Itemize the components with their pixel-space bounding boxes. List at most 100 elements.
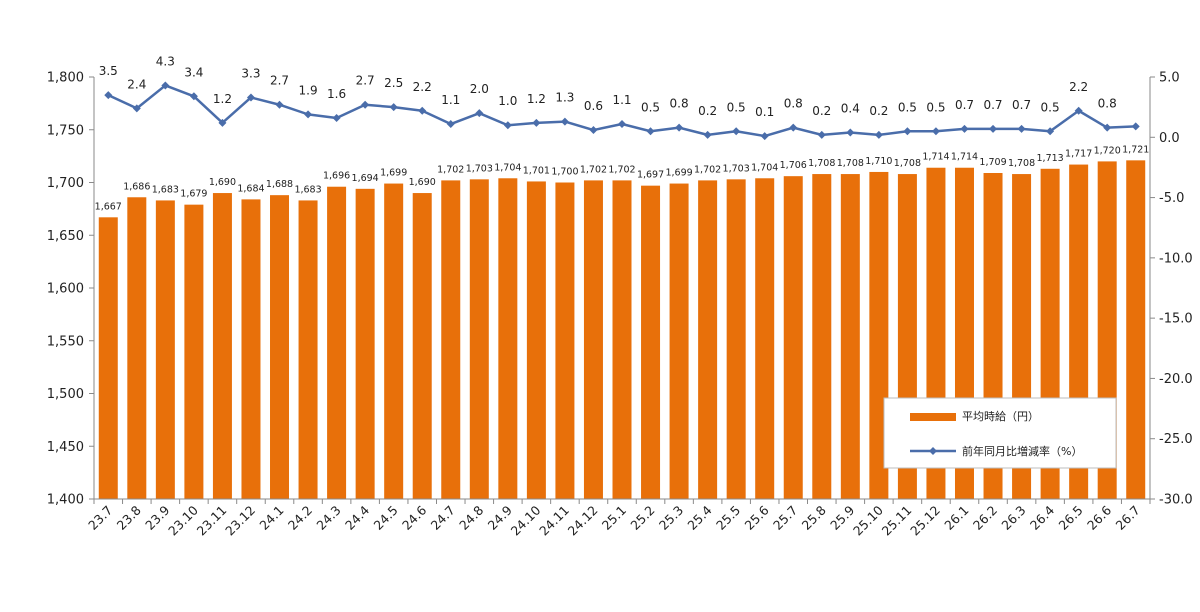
bar <box>241 199 261 499</box>
line-value-label: 1.0 <box>498 94 517 108</box>
bar-value-label: 1,706 <box>780 160 807 171</box>
bar <box>755 178 775 499</box>
x-tick-label: 24.11 <box>536 503 572 539</box>
line-value-label: 1.2 <box>527 92 546 106</box>
line-value-label: 1.9 <box>299 83 318 97</box>
line-point <box>732 127 741 136</box>
line-value-label: 1.1 <box>612 93 631 107</box>
x-tick-label: 24.2 <box>285 503 315 533</box>
x-tick-label: 25.11 <box>879 503 915 539</box>
x-tick-label: 26.1 <box>941 503 971 533</box>
bar <box>469 179 489 499</box>
bar <box>327 186 347 499</box>
bar <box>212 193 232 500</box>
bar <box>612 180 632 499</box>
line-point <box>218 118 227 127</box>
bar-value-label: 1,710 <box>865 156 892 167</box>
legend: 平均時給（円） 前年同月比増減率（%） <box>883 397 1117 469</box>
line-point <box>1046 127 1055 136</box>
bar-value-label: 1,704 <box>751 162 778 173</box>
x-tick-label: 26.4 <box>1027 502 1057 532</box>
x-tick-label: 25.2 <box>627 503 657 533</box>
line-value-label: 3.3 <box>241 66 260 80</box>
bar <box>726 179 746 499</box>
line-value-label: 1.3 <box>555 91 574 105</box>
bar <box>783 176 803 500</box>
line-value-label: 0.8 <box>670 97 689 111</box>
line-point <box>275 100 284 109</box>
line-point <box>817 130 826 139</box>
bar <box>355 188 375 499</box>
bar-value-label: 1,708 <box>894 158 921 169</box>
line-value-label: 4.3 <box>156 54 175 68</box>
bar <box>583 180 603 499</box>
bar-value-label: 1,708 <box>808 158 835 169</box>
bar <box>555 182 575 499</box>
x-tick-label: 25.8 <box>799 502 829 532</box>
bar-value-label: 1,702 <box>580 164 607 175</box>
line-point <box>618 120 626 129</box>
bar-value-label: 1,703 <box>466 163 493 174</box>
x-tick-label: 25.5 <box>713 503 743 533</box>
bar-value-label: 1,699 <box>665 168 692 179</box>
bar-value-label: 1,688 <box>266 179 293 190</box>
line-point <box>132 104 141 113</box>
bar-value-label: 1,702 <box>694 164 721 175</box>
x-tick-label: 26.2 <box>970 503 1000 533</box>
line-value-label: 1.1 <box>441 93 460 107</box>
y-left-tick-label: 1,750 <box>47 123 84 138</box>
line-value-label: 2.4 <box>127 77 146 91</box>
line-value-label: 0.8 <box>784 97 803 111</box>
line-group <box>104 81 1140 141</box>
x-tick-label: 26.6 <box>1084 502 1114 532</box>
bar-value-label: 1,679 <box>180 189 207 200</box>
x-tick-label: 26.7 <box>1113 503 1143 533</box>
line-point <box>703 130 712 139</box>
line-point <box>104 91 113 100</box>
bar-value-label: 1,703 <box>723 163 750 174</box>
bar-value-label: 1,697 <box>637 170 664 181</box>
y-right-tick-label: -25.0 <box>1159 432 1193 447</box>
line-point <box>589 126 598 135</box>
line-point <box>503 121 512 130</box>
y-right-tick-label: -15.0 <box>1159 312 1193 327</box>
bar <box>526 181 546 499</box>
bar-value-label: 1,714 <box>951 152 978 163</box>
line-point <box>1017 124 1026 133</box>
line-point <box>475 109 484 118</box>
bar <box>498 178 518 499</box>
bar-value-label: 1,709 <box>979 157 1006 168</box>
y-right-tick-label: 0.0 <box>1159 131 1180 146</box>
legend-line-label: 前年同月比増減率（%） <box>962 444 1082 458</box>
bar-value-label: 1,717 <box>1065 149 1092 160</box>
x-tick-label: 25.3 <box>656 503 686 533</box>
bar-value-label: 1,684 <box>237 183 264 194</box>
line-point <box>675 123 684 132</box>
line-point <box>560 117 569 126</box>
line-point <box>418 106 427 115</box>
bar <box>812 174 832 499</box>
line-value-label: 2.7 <box>270 74 289 88</box>
legend-bar-label: 平均時給（円） <box>962 409 1039 423</box>
y-left-tick-label: 1,450 <box>47 440 84 455</box>
legend-box <box>883 397 1117 469</box>
bar <box>98 217 118 499</box>
line-point <box>161 81 170 90</box>
bar-value-label: 1,694 <box>352 173 379 184</box>
line-value-label: 0.8 <box>1098 97 1117 111</box>
line-point <box>1103 123 1112 132</box>
line-value-label: 0.5 <box>727 100 746 114</box>
bar-value-label: 1,704 <box>494 162 521 173</box>
line-value-label: 1.6 <box>327 87 346 101</box>
x-tick-label: 24.12 <box>565 503 601 539</box>
bar-value-label: 1,721 <box>1122 144 1149 155</box>
line-value-label: 0.7 <box>983 98 1002 112</box>
bar <box>127 197 147 499</box>
bar-value-label: 1,667 <box>95 201 122 212</box>
line-value-label: 0.5 <box>641 100 660 114</box>
y-right-tick-label: 5.0 <box>1159 71 1180 86</box>
line-point <box>989 124 998 133</box>
bar <box>641 185 661 500</box>
